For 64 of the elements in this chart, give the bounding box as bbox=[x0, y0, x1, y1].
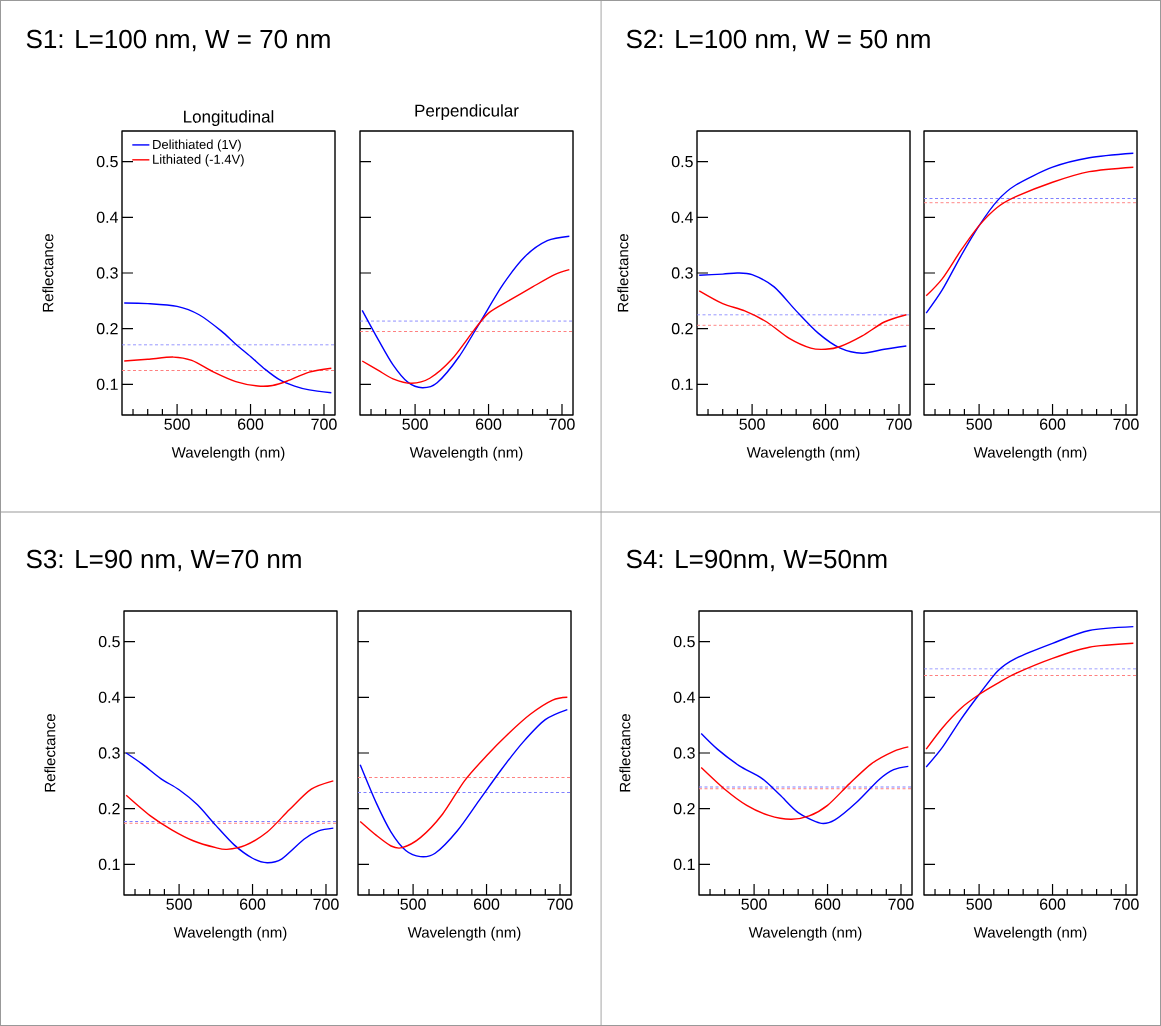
x-axis-title: Wavelength (nm) bbox=[173, 926, 287, 941]
x-tick-label: 500 bbox=[400, 898, 426, 910]
x-tick-label: 700 bbox=[1113, 898, 1139, 910]
x-tick-label: 600 bbox=[476, 418, 502, 430]
chart-title: S2: L=100 nm, W = 50 nm bbox=[626, 29, 930, 52]
x-tick-label: 600 bbox=[813, 418, 839, 430]
x-tick-label: 600 bbox=[474, 898, 500, 910]
y-tick-label: 0.4 bbox=[673, 691, 695, 703]
y-tick-label: 0.3 bbox=[98, 747, 120, 759]
x-axis-title: Wavelength (nm) bbox=[746, 446, 860, 461]
x-tick-label: 700 bbox=[888, 898, 914, 910]
legend-label: Lithiated (-1.4V) bbox=[153, 154, 244, 167]
y-tick-label: 0.2 bbox=[671, 323, 693, 335]
x-tick-label: 700 bbox=[313, 898, 339, 910]
x-axis-title: Wavelength (nm) bbox=[407, 926, 521, 941]
y-tick-label: 0.4 bbox=[671, 211, 693, 223]
chart-title: S3: L=90 nm, W=70 nm bbox=[26, 549, 301, 572]
y-axis-title: Reflectance bbox=[619, 714, 631, 792]
chart-title: Perpendicular bbox=[415, 104, 519, 120]
y-tick-label: 0.5 bbox=[671, 155, 693, 168]
y-tick-label: 0.1 bbox=[673, 858, 695, 871]
x-tick-label: 700 bbox=[311, 418, 337, 430]
y-tick-label: 0.4 bbox=[96, 211, 118, 223]
y-tick-label: 0.4 bbox=[98, 691, 120, 703]
y-tick-label: 0.5 bbox=[673, 635, 695, 648]
x-tick-label: 500 bbox=[402, 418, 428, 430]
x-axis-title: Wavelength (nm) bbox=[973, 446, 1087, 461]
x-axis-title: Wavelength (nm) bbox=[748, 926, 862, 941]
chart-title: S1: L=100 nm, W = 70 nm bbox=[26, 29, 330, 52]
x-tick-label: 500 bbox=[739, 418, 765, 430]
x-tick-label: 700 bbox=[1113, 418, 1139, 430]
y-tick-label: 0.3 bbox=[96, 267, 118, 279]
y-tick-label: 0.5 bbox=[98, 635, 120, 648]
x-tick-label: 500 bbox=[966, 898, 992, 910]
x-tick-label: 600 bbox=[240, 898, 266, 910]
x-tick-label: 500 bbox=[164, 418, 190, 430]
x-tick-label: 500 bbox=[966, 418, 992, 430]
x-tick-label: 700 bbox=[549, 418, 575, 430]
x-tick-label: 700 bbox=[886, 418, 912, 430]
y-tick-label: 0.5 bbox=[96, 155, 118, 168]
y-tick-label: 0.2 bbox=[98, 803, 120, 815]
y-tick-label: 0.1 bbox=[96, 378, 118, 391]
x-tick-label: 600 bbox=[1040, 898, 1066, 910]
x-tick-label: 600 bbox=[238, 418, 264, 430]
y-tick-label: 0.3 bbox=[673, 747, 695, 759]
y-tick-label: 0.2 bbox=[673, 803, 695, 815]
x-axis-title: Wavelength (nm) bbox=[973, 926, 1087, 941]
x-tick-label: 600 bbox=[1040, 418, 1066, 430]
x-tick-label: 500 bbox=[741, 898, 767, 910]
chart-title: S4: L=90nm, W=50nm bbox=[626, 549, 887, 572]
y-tick-label: 0.1 bbox=[671, 378, 693, 391]
y-axis-title: Reflectance bbox=[617, 234, 629, 312]
x-tick-label: 600 bbox=[815, 898, 841, 910]
x-tick-label: 700 bbox=[547, 898, 573, 910]
y-tick-label: 0.3 bbox=[671, 267, 693, 279]
x-tick-label: 500 bbox=[166, 898, 192, 910]
x-axis-title: Wavelength (nm) bbox=[409, 446, 523, 461]
y-axis-title: Reflectance bbox=[42, 234, 54, 312]
y-axis-title: Reflectance bbox=[44, 714, 56, 792]
x-axis-title: Wavelength (nm) bbox=[171, 446, 285, 461]
y-tick-label: 0.1 bbox=[98, 858, 120, 871]
y-tick-label: 0.2 bbox=[96, 323, 118, 335]
legend-label: Delithiated (1V) bbox=[153, 139, 241, 152]
chart-subtitle: Longitudinal bbox=[184, 110, 274, 126]
